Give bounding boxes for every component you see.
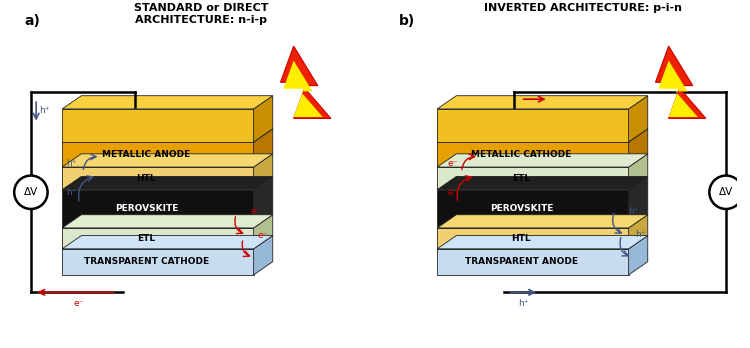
Polygon shape bbox=[437, 167, 628, 190]
Polygon shape bbox=[62, 236, 273, 249]
Polygon shape bbox=[437, 190, 628, 228]
Text: INVERTED ARCHITECTURE: p-i-n: INVERTED ARCHITECTURE: p-i-n bbox=[484, 3, 682, 14]
Circle shape bbox=[14, 175, 47, 209]
Polygon shape bbox=[62, 176, 273, 190]
Polygon shape bbox=[254, 176, 273, 228]
Text: h⁺: h⁺ bbox=[518, 299, 529, 308]
Polygon shape bbox=[284, 61, 322, 117]
Text: e⁻: e⁻ bbox=[257, 231, 268, 240]
Text: e⁻: e⁻ bbox=[448, 188, 458, 197]
Text: e⁻: e⁻ bbox=[528, 108, 538, 117]
Circle shape bbox=[710, 175, 742, 209]
Text: ΔV: ΔV bbox=[719, 187, 734, 197]
Polygon shape bbox=[437, 154, 648, 167]
Text: METALLIC ANODE: METALLIC ANODE bbox=[102, 150, 190, 159]
Polygon shape bbox=[437, 176, 648, 190]
Text: ETL: ETL bbox=[512, 174, 530, 183]
Polygon shape bbox=[437, 215, 648, 228]
Polygon shape bbox=[437, 249, 628, 275]
Text: e⁻: e⁻ bbox=[448, 159, 458, 168]
Text: h⁺: h⁺ bbox=[635, 230, 646, 239]
Polygon shape bbox=[254, 96, 273, 142]
Polygon shape bbox=[628, 154, 648, 190]
Text: e⁻: e⁻ bbox=[74, 299, 84, 308]
Polygon shape bbox=[628, 236, 648, 275]
Text: ETL: ETL bbox=[137, 234, 155, 243]
Polygon shape bbox=[62, 215, 273, 228]
Polygon shape bbox=[280, 46, 331, 118]
Polygon shape bbox=[62, 167, 254, 190]
Polygon shape bbox=[628, 96, 648, 142]
Polygon shape bbox=[62, 228, 254, 249]
Polygon shape bbox=[658, 61, 698, 117]
Text: e⁻: e⁻ bbox=[251, 207, 260, 216]
Polygon shape bbox=[437, 129, 648, 142]
Text: a): a) bbox=[24, 14, 40, 28]
Polygon shape bbox=[437, 109, 628, 142]
Polygon shape bbox=[62, 109, 254, 142]
Text: ΔV: ΔV bbox=[24, 187, 38, 197]
Text: PEROVSKITE: PEROVSKITE bbox=[115, 204, 178, 213]
Text: PEROVSKITE: PEROVSKITE bbox=[490, 204, 553, 213]
Polygon shape bbox=[62, 96, 273, 109]
Polygon shape bbox=[254, 129, 273, 167]
Polygon shape bbox=[254, 236, 273, 275]
Polygon shape bbox=[62, 129, 273, 142]
Text: METALLIC CATHODE: METALLIC CATHODE bbox=[471, 150, 572, 159]
Polygon shape bbox=[62, 249, 254, 275]
Text: TRANSPARENT ANODE: TRANSPARENT ANODE bbox=[465, 258, 578, 266]
Polygon shape bbox=[62, 142, 254, 167]
Polygon shape bbox=[628, 176, 648, 228]
Polygon shape bbox=[437, 236, 648, 249]
Polygon shape bbox=[437, 96, 648, 109]
Polygon shape bbox=[254, 215, 273, 249]
Text: h⁺: h⁺ bbox=[66, 188, 76, 197]
Text: HTL: HTL bbox=[136, 174, 156, 183]
Text: h⁺: h⁺ bbox=[628, 207, 639, 216]
Polygon shape bbox=[628, 129, 648, 167]
Text: TRANSPARENT CATHODE: TRANSPARENT CATHODE bbox=[84, 258, 209, 266]
Text: STANDARD or DIRECT
ARCHITECTURE: n-i-p: STANDARD or DIRECT ARCHITECTURE: n-i-p bbox=[134, 3, 268, 25]
Polygon shape bbox=[437, 228, 628, 249]
Polygon shape bbox=[254, 154, 273, 190]
Polygon shape bbox=[62, 190, 254, 228]
Text: h⁺: h⁺ bbox=[40, 106, 50, 115]
Text: HTL: HTL bbox=[512, 234, 531, 243]
Polygon shape bbox=[656, 46, 706, 118]
Text: h⁺: h⁺ bbox=[66, 159, 76, 168]
Text: b): b) bbox=[399, 14, 416, 28]
Polygon shape bbox=[437, 142, 628, 167]
Polygon shape bbox=[628, 215, 648, 249]
Polygon shape bbox=[62, 154, 273, 167]
